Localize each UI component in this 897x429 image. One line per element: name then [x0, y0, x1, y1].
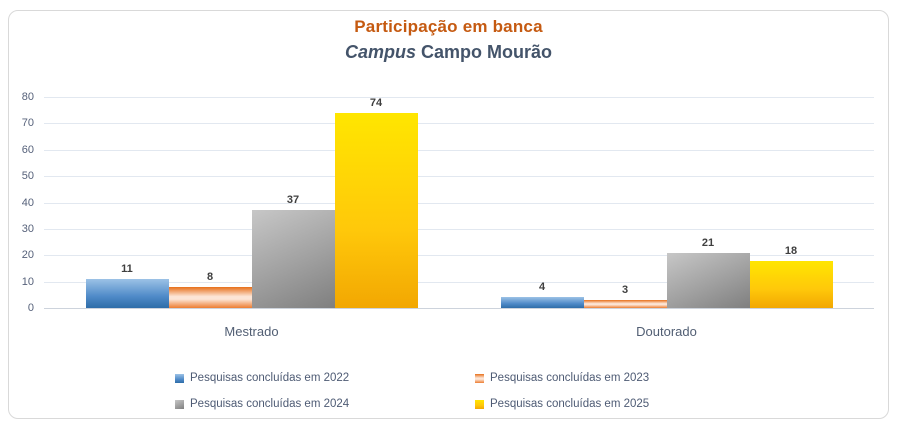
data-label: 18	[784, 244, 798, 257]
chart-subtitle: Campus Campo Mourão	[0, 42, 897, 63]
bar-2024-mestrado	[251, 210, 335, 308]
y-tick-label: 30	[21, 222, 34, 235]
gridline	[44, 149, 874, 151]
bar-2022-doutorado	[500, 297, 584, 308]
bar-2023-doutorado	[583, 300, 667, 308]
gridline	[44, 255, 874, 257]
y-tick-label: 50	[21, 170, 34, 183]
chart-subtitle-italic: Campus	[344, 42, 416, 62]
bar-2025-mestrado	[334, 112, 418, 308]
data-label: 4	[538, 281, 546, 294]
y-tick-label: 10	[21, 275, 34, 288]
data-label: 74	[369, 96, 383, 109]
chart-title: Participação em banca	[354, 17, 543, 36]
legend-swatch-icon	[475, 399, 484, 409]
legend-label: Pesquisas concluídas em 2023	[490, 372, 650, 384]
y-tick-label: 20	[21, 249, 34, 262]
bar-2022-mestrado	[85, 279, 169, 308]
legend-item: Pesquisas concluídas em 2022	[175, 371, 349, 385]
data-label: 37	[286, 194, 300, 207]
y-tick-label: 70	[21, 117, 34, 130]
gridline	[44, 176, 874, 178]
gridline	[44, 123, 874, 125]
legend-swatch-icon	[475, 373, 484, 383]
legend-swatch-icon	[175, 399, 184, 409]
bar-2024-doutorado	[666, 252, 750, 308]
data-label: 21	[701, 236, 715, 249]
legend-item: Pesquisas concluídas em 2024	[175, 397, 349, 411]
legend-item: Pesquisas concluídas em 2023	[475, 371, 649, 385]
y-tick-label: 60	[21, 143, 34, 156]
data-label: 3	[621, 284, 629, 297]
chart-frame	[8, 10, 889, 419]
data-label: 11	[121, 263, 133, 275]
bar-2025-doutorado	[749, 260, 833, 308]
legend-swatch-icon	[175, 373, 184, 383]
gridline	[44, 281, 874, 283]
category-label-mestrado: Mestrado	[224, 324, 279, 339]
chart-subtitle-rest: Campo Mourão	[416, 42, 553, 62]
legend-item: Pesquisas concluídas em 2025	[475, 397, 649, 411]
x-axis-line	[44, 308, 874, 309]
legend-label: Pesquisas concluídas em 2024	[190, 398, 350, 410]
gridline	[44, 97, 874, 98]
legend-label: Pesquisas concluídas em 2025	[490, 398, 650, 410]
y-tick-label: 0	[27, 302, 34, 314]
y-tick-label: 40	[21, 196, 34, 209]
y-tick-label: 80	[21, 91, 34, 103]
gridline	[44, 202, 874, 204]
legend-label: Pesquisas concluídas em 2022	[190, 372, 350, 384]
bar-2023-mestrado	[168, 286, 252, 308]
data-label: 8	[206, 270, 214, 283]
category-label-doutorado: Doutorado	[636, 324, 697, 339]
gridline	[44, 228, 874, 230]
